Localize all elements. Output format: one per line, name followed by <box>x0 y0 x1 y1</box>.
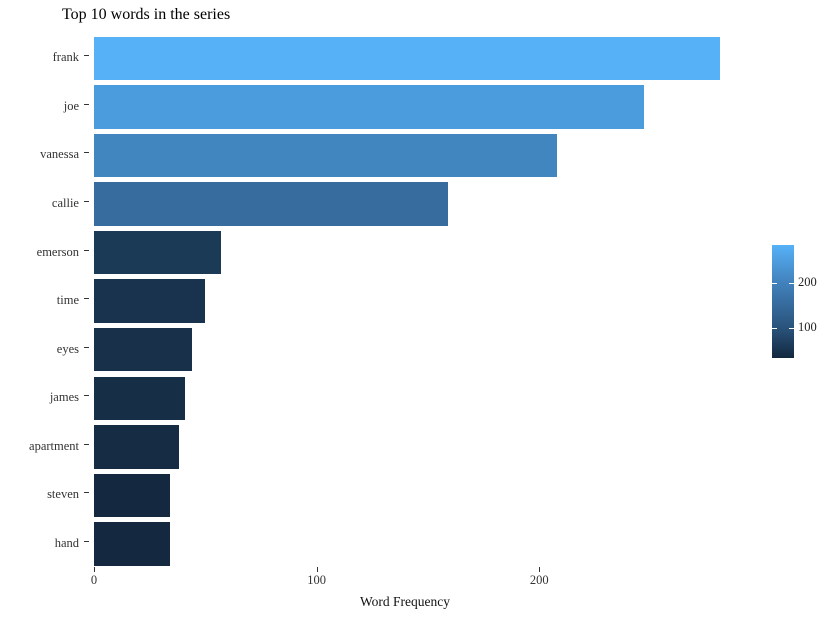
x-axis-tick-label: 200 <box>529 573 549 588</box>
y-axis-label-frank: frank <box>52 50 79 65</box>
x-axis-title: Word Frequency <box>359 594 450 609</box>
y-axis-tick <box>84 249 89 251</box>
legend-tick-label: 100 <box>798 320 817 335</box>
y-axis-tick <box>84 540 89 542</box>
x-axis-tick-label: 0 <box>90 573 98 588</box>
bar-time <box>94 279 206 323</box>
y-axis-label-emerson: emerson <box>36 244 79 259</box>
bar-vanessa <box>94 133 558 178</box>
bar-joe <box>94 85 644 129</box>
y-axis-tick <box>84 346 89 348</box>
y-axis-label-hand: hand <box>54 535 79 550</box>
y-axis-label-apartment: apartment <box>29 438 79 453</box>
x-axis-tick-label: 100 <box>307 573 327 588</box>
y-axis-label-callie: callie <box>51 196 79 211</box>
bar-eyes <box>94 327 192 372</box>
y-axis-tick <box>84 152 89 154</box>
y-axis-label-james: james <box>49 390 79 405</box>
bar-frank <box>94 36 720 81</box>
y-axis-label-vanessa: vanessa <box>40 147 79 162</box>
y-axis-label-eyes: eyes <box>56 341 79 356</box>
color-legend: 200 100 <box>772 245 828 358</box>
legend-tick-mark <box>789 328 794 330</box>
y-axis-label-steven: steven <box>47 487 79 502</box>
chart-title: Top 10 words in the series <box>62 6 231 23</box>
bar-emerson <box>94 230 221 275</box>
bar-apartment <box>94 425 179 469</box>
y-axis-tick <box>84 298 89 300</box>
bar-james <box>94 376 186 421</box>
x-axis-tick <box>539 567 541 573</box>
bar-steven <box>94 473 170 518</box>
legend-tick-mark <box>789 283 794 285</box>
y-axis-label-time: time <box>56 293 79 308</box>
x-axis-tick <box>94 567 95 573</box>
legend-gradient-bar <box>772 245 794 358</box>
y-axis-tick <box>84 395 89 397</box>
y-axis-tick <box>84 201 89 203</box>
y-axis-tick <box>84 103 89 105</box>
y-axis-tick <box>84 55 89 57</box>
y-axis-tick <box>84 492 89 494</box>
y-axis-label-joe: joe <box>63 98 79 113</box>
bar-hand <box>94 522 170 566</box>
bar-callie <box>94 182 448 226</box>
x-axis-tick <box>316 567 318 573</box>
y-axis-tick <box>84 443 89 445</box>
legend-tick-mark <box>772 328 777 330</box>
legend-tick-label: 200 <box>798 275 817 290</box>
legend-tick-mark <box>772 283 777 285</box>
